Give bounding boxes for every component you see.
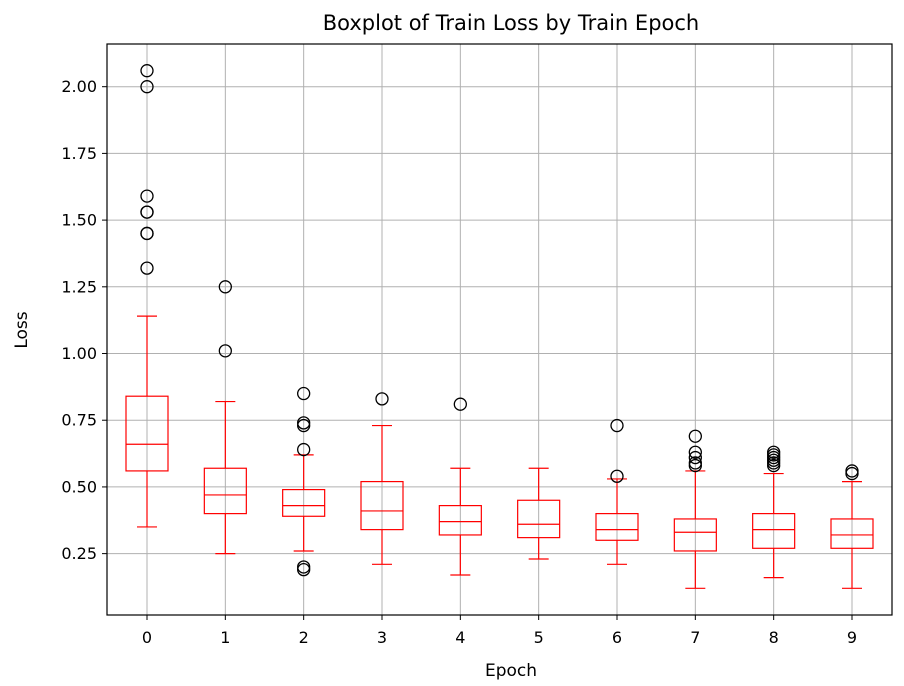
outlier-point [688,429,702,443]
x-tick-label: 8 [769,628,779,647]
outlier-point [140,261,154,275]
iqr-box [203,467,247,515]
outlier-point [218,344,232,358]
box-epoch-2 [282,386,326,577]
outlier-point [297,560,311,574]
y-tick-label: 0.25 [61,544,97,563]
x-tick-label: 3 [377,628,387,647]
x-tick-label: 2 [299,628,309,647]
x-tick-label: 1 [220,628,230,647]
outlier-point [297,386,311,401]
iqr-box [830,518,874,549]
iqr-box [595,513,639,541]
chart-title: Boxplot of Train Loss by Train Epoch [323,11,699,35]
outlier-point [610,418,624,433]
iqr-box [438,505,482,536]
x-tick-label: 4 [455,628,465,647]
x-axis-label: Epoch [485,661,537,681]
outlier-point [688,450,702,465]
box-epoch-1 [203,280,247,555]
outlier-point [610,469,624,483]
box-epoch-7 [673,429,717,589]
outlier-point [140,80,154,94]
y-tick-label: 1.50 [61,211,97,230]
iqr-box [673,518,717,552]
box-epoch-4 [438,397,482,576]
y-tick-label: 2.00 [61,77,97,96]
outlier-point [845,464,859,478]
outlier-point [297,442,311,457]
x-tick-label: 6 [612,628,622,647]
y-tick-label: 1.00 [61,344,97,363]
outlier-point [453,397,467,411]
x-tick-label: 7 [690,628,700,647]
outlier-point [140,226,154,241]
box-epoch-5 [517,467,561,560]
iqr-box [282,488,326,517]
box-epoch-3 [360,392,404,565]
grid-layer [107,44,892,615]
box-epoch-8 [752,445,796,579]
iqr-box [752,513,796,549]
x-tick-label: 0 [142,628,152,647]
y-tick-label: 1.75 [61,144,97,163]
outlier-point [218,280,232,294]
iqr-box [125,395,169,472]
y-tick-label: 0.50 [61,477,97,496]
outlier-point [140,189,154,203]
outlier-point [688,445,702,459]
x-axis: 0 1 2 3 4 5 6 7 8 9 [142,615,857,647]
box-epoch-6 [595,418,639,565]
outlier-point [297,416,311,430]
y-axis: 0.25 0.50 0.75 1.00 1.25 1.50 1.75 2.00 [61,77,107,563]
x-tick-label: 9 [847,628,857,647]
plot-frame [106,43,893,616]
outlier-point [688,456,702,470]
outlier-point [375,392,389,406]
iqr-box [517,499,561,539]
y-axis-label: Loss [12,311,32,348]
box-layer [125,64,874,589]
x-tick-label: 5 [534,628,544,647]
box-epoch-0 [125,64,169,528]
outlier-point [767,445,781,459]
iqr-box [360,480,404,531]
y-tick-label: 0.75 [61,411,97,430]
outlier-point [140,64,154,78]
box-epoch-9 [830,464,874,589]
outlier-point [140,205,154,219]
y-tick-label: 1.25 [61,277,97,296]
